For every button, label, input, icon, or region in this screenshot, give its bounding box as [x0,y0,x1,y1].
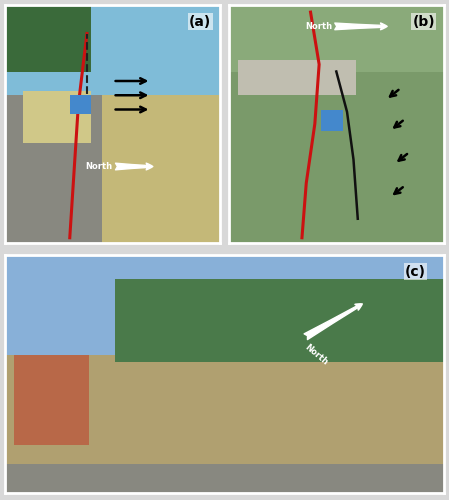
Bar [5,255,444,362]
Text: North: North [305,22,332,31]
Bar [321,110,343,131]
Text: North: North [86,162,113,171]
Bar [238,60,356,95]
Bar [5,5,220,100]
Bar [5,355,444,474]
Bar [102,95,220,242]
Text: (c): (c) [405,264,426,278]
Bar [5,464,444,492]
Bar [229,5,444,71]
Text: (b): (b) [412,14,435,28]
Bar [14,355,88,445]
Text: North: North [304,343,330,367]
Bar [5,5,91,71]
Bar [22,90,91,143]
Bar [115,279,444,362]
Bar [5,95,102,242]
Bar [70,95,91,114]
Text: (a): (a) [189,14,211,28]
